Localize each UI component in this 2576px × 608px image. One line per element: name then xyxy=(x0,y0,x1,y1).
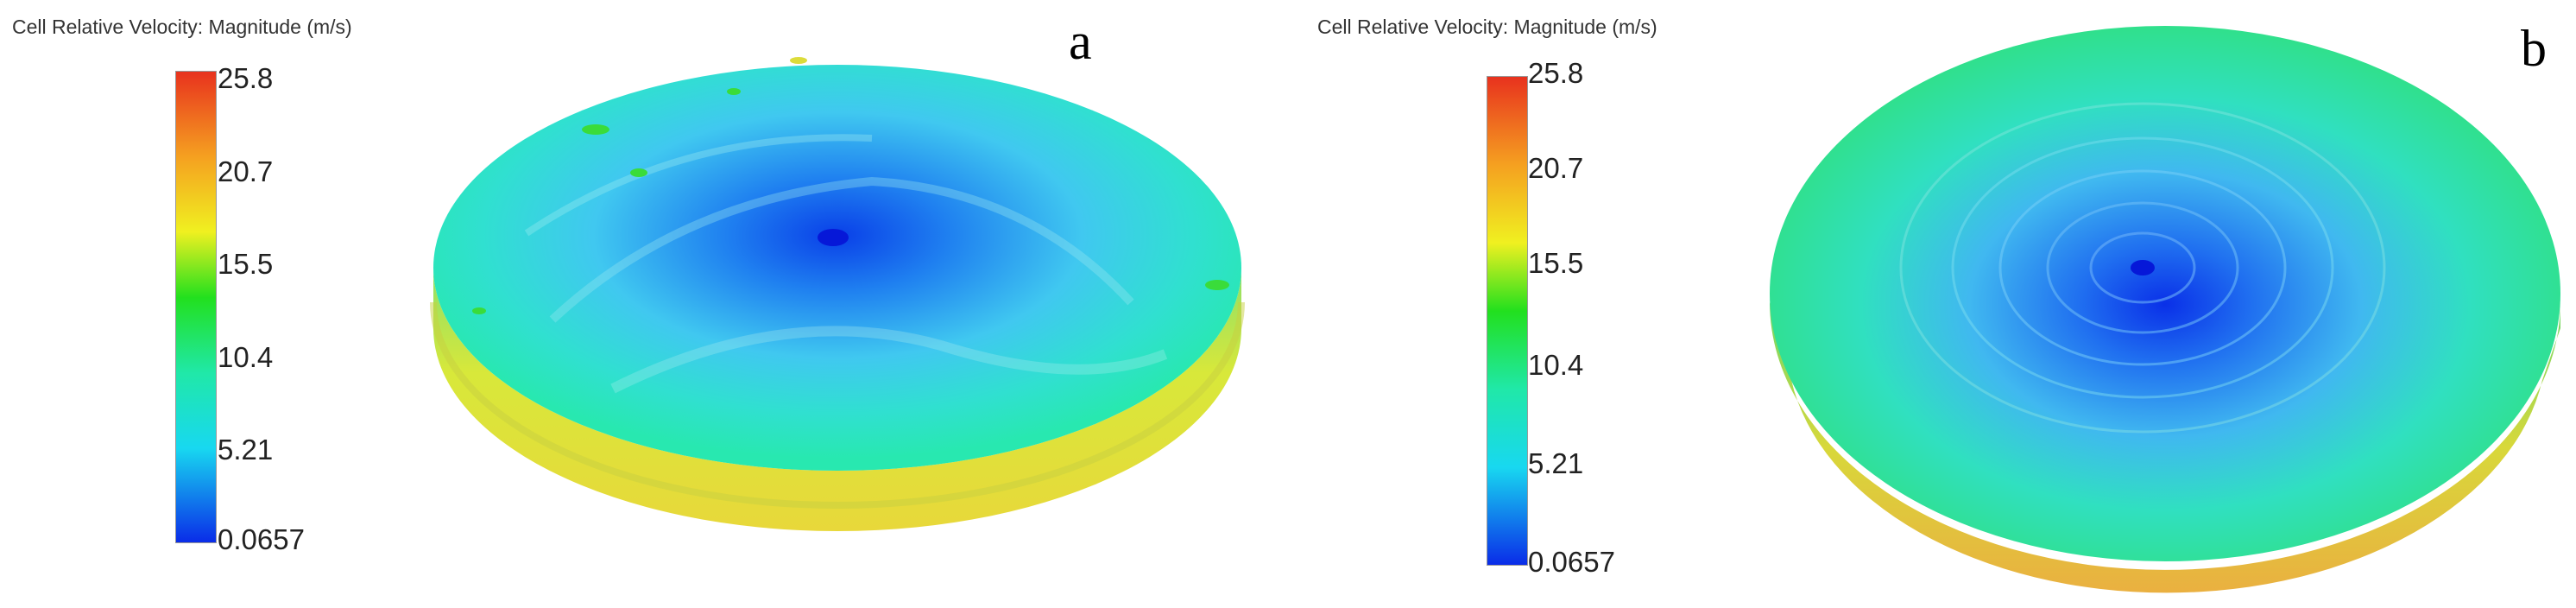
flow-streak xyxy=(549,176,1134,323)
colorbar-tick: 15.5 xyxy=(1528,247,1584,279)
colorbar-tick: 20.7 xyxy=(1528,152,1584,184)
high-velocity-spot xyxy=(727,88,741,95)
disk-side-wall xyxy=(433,268,1241,531)
flow-streak xyxy=(610,326,1168,394)
velocity-disk-render xyxy=(1770,26,2560,593)
colorbar-tick: 15.5 xyxy=(218,248,274,280)
velocity-ring xyxy=(1951,136,2334,399)
colorbar-tick: 10.4 xyxy=(218,341,274,373)
colorbar-title: Cell Relative Velocity: Magnitude (m/s) xyxy=(12,16,352,38)
colorbar-title: Cell Relative Velocity: Magnitude (m/s) xyxy=(1317,16,1657,38)
high-velocity-spot xyxy=(630,168,647,177)
panel-a: Cell Relative Velocity: Magnitude (m/s) … xyxy=(12,13,1245,555)
velocity-disk-render xyxy=(430,57,1245,531)
colorbar-tick: 5.21 xyxy=(1528,447,1584,479)
high-velocity-spot xyxy=(1205,280,1229,290)
colorbar xyxy=(1487,76,1528,566)
colorbar xyxy=(175,71,217,543)
vortex-center xyxy=(2131,260,2155,276)
velocity-ring xyxy=(1998,169,2287,366)
panel-b: Cell Relative Velocity: Magnitude (m/s) … xyxy=(1295,0,2576,608)
velocity-ring xyxy=(2089,231,2196,304)
colorbar-tick-min: 0.0657 xyxy=(1528,546,1615,578)
high-velocity-spot xyxy=(582,124,609,135)
colorbar-tick: 20.7 xyxy=(218,155,274,187)
disk-side-stripe xyxy=(430,301,1245,509)
colorbar-tick: 5.21 xyxy=(218,434,274,466)
disk-top-surface xyxy=(433,65,1241,471)
velocity-ring xyxy=(1899,102,2386,434)
colorbar-tick-max: 25.8 xyxy=(218,62,274,94)
high-velocity-spot xyxy=(790,57,807,64)
high-velocity-spot xyxy=(472,307,486,314)
flow-streak xyxy=(524,134,873,237)
colorbar-tick: 10.4 xyxy=(1528,349,1584,381)
colorbar-tick-min: 0.0657 xyxy=(218,523,305,555)
vortex-center xyxy=(818,229,849,246)
panel-label: b xyxy=(2521,20,2547,77)
disk-top-surface xyxy=(1770,26,2560,561)
panel-label: a xyxy=(1069,13,1092,70)
colorbar-tick-max: 25.8 xyxy=(1528,57,1584,89)
velocity-ring xyxy=(2046,201,2239,334)
